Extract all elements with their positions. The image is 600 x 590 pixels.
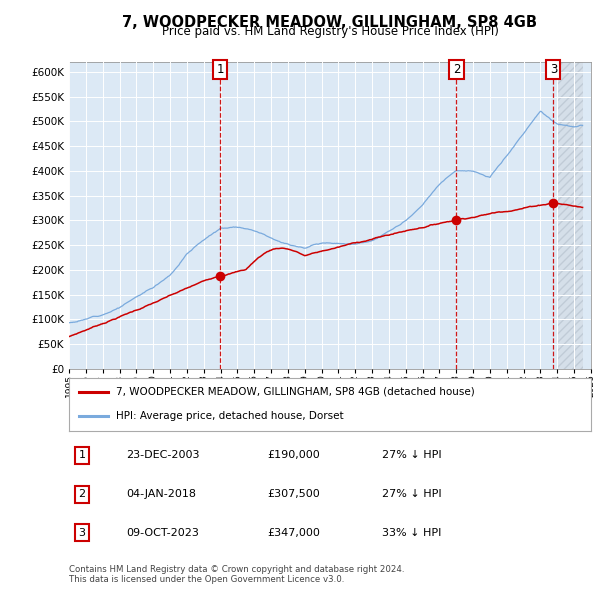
- Text: 7, WOODPECKER MEADOW, GILLINGHAM, SP8 4GB: 7, WOODPECKER MEADOW, GILLINGHAM, SP8 4G…: [122, 15, 538, 30]
- Text: £190,000: £190,000: [268, 450, 320, 460]
- Text: 3: 3: [79, 528, 86, 538]
- Text: Contains HM Land Registry data © Crown copyright and database right 2024.: Contains HM Land Registry data © Crown c…: [69, 565, 404, 574]
- Text: 7, WOODPECKER MEADOW, GILLINGHAM, SP8 4GB (detached house): 7, WOODPECKER MEADOW, GILLINGHAM, SP8 4G…: [116, 387, 475, 397]
- Text: £347,000: £347,000: [268, 528, 320, 538]
- Text: 1: 1: [79, 450, 86, 460]
- Text: HPI: Average price, detached house, Dorset: HPI: Average price, detached house, Dors…: [116, 411, 344, 421]
- Text: 27% ↓ HPI: 27% ↓ HPI: [382, 489, 442, 499]
- Text: 27% ↓ HPI: 27% ↓ HPI: [382, 450, 442, 460]
- Text: 33% ↓ HPI: 33% ↓ HPI: [382, 528, 442, 538]
- Text: 09-OCT-2023: 09-OCT-2023: [127, 528, 199, 538]
- Text: £307,500: £307,500: [268, 489, 320, 499]
- Text: 2: 2: [79, 489, 86, 499]
- Text: 04-JAN-2018: 04-JAN-2018: [127, 489, 196, 499]
- Text: Price paid vs. HM Land Registry's House Price Index (HPI): Price paid vs. HM Land Registry's House …: [161, 25, 499, 38]
- Text: 23-DEC-2003: 23-DEC-2003: [127, 450, 200, 460]
- Text: 3: 3: [550, 63, 557, 76]
- Text: 1: 1: [216, 63, 224, 76]
- Text: This data is licensed under the Open Government Licence v3.0.: This data is licensed under the Open Gov…: [69, 575, 344, 584]
- Text: 2: 2: [453, 63, 460, 76]
